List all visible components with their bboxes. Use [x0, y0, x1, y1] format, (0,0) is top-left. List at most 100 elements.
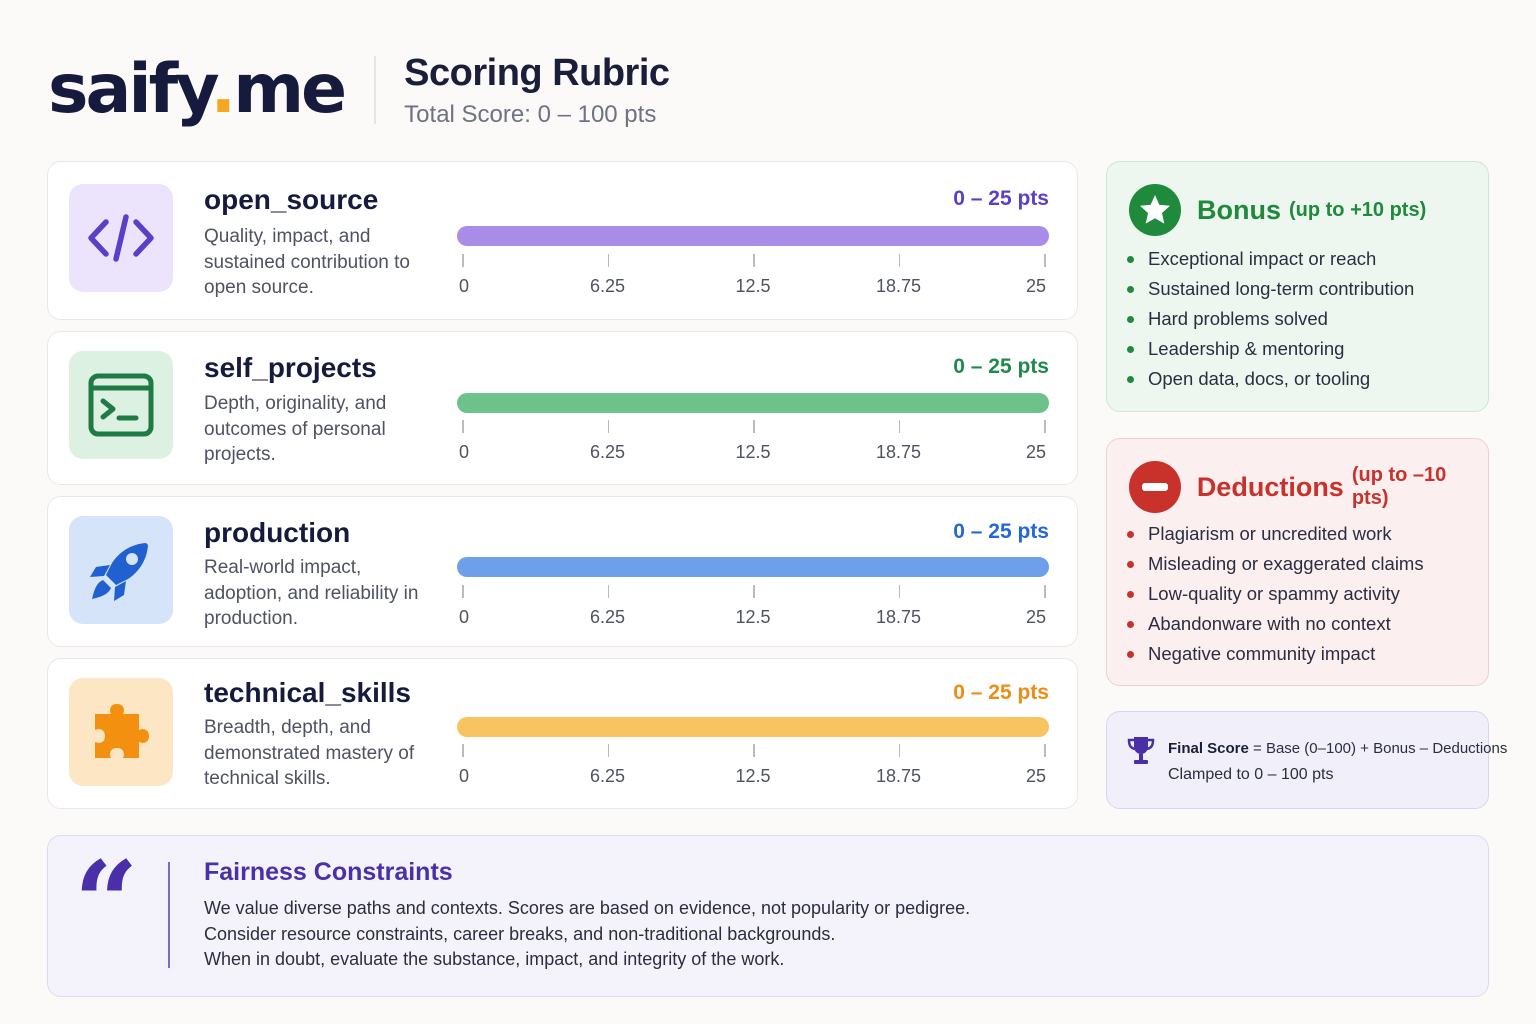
range-label: 0 – 25 pts [953, 681, 1049, 704]
final-score-panel: Final Score = Base (0–100) + Bonus – Ded… [1106, 711, 1507, 809]
category-card-self-projects: self_projects Depth, originality, and ou… [47, 331, 1078, 485]
list-item: Open data, docs, or tooling [1127, 364, 1414, 394]
fairness-line: Consider resource constraints, career br… [204, 923, 836, 944]
list-item-label: Plagiarism or uncredited work [1148, 523, 1392, 544]
axis-tick [753, 744, 755, 757]
bar-axis: 0 6.25 12.5 18.75 25 [457, 585, 1049, 635]
axis-tick-label: 18.75 [875, 276, 922, 296]
list-item: Plagiarism or uncredited work [1127, 519, 1424, 549]
axis-tick [462, 420, 464, 433]
bullet [1127, 255, 1134, 263]
axis-tick [1044, 744, 1046, 757]
range-label: 0 – 25 pts [953, 187, 1049, 210]
fairness-section: “ Fairness Constraints We value diverse … [47, 835, 1489, 997]
axis-tick-label: 6.25 [589, 607, 626, 627]
category-description: Breadth, depth, and demonstrated mastery… [204, 717, 415, 789]
list-item: Sustained long-term contribution [1127, 274, 1414, 304]
star-icon [1129, 184, 1181, 236]
bullet [1127, 560, 1134, 568]
axis-tick-label: 25 [1025, 276, 1047, 296]
axis-tick [898, 420, 900, 433]
bullet [1127, 375, 1134, 383]
bullet [1127, 650, 1134, 658]
quote-icon: “ [74, 838, 139, 969]
list-item: Exceptional impact or reach [1127, 244, 1414, 274]
axis-tick-label: 12.5 [735, 766, 771, 786]
terminal-icon [69, 351, 173, 459]
list-item-label: Negative community impact [1148, 643, 1376, 664]
final-score-label: Final Score [1168, 740, 1249, 757]
list-item: Misleading or exaggerated claims [1127, 549, 1424, 579]
page-header: saify.me Scoring Rubric Total Score: 0 –… [48, 40, 670, 140]
bullet [1127, 285, 1134, 293]
bullet [1127, 530, 1134, 538]
deductions-panel: Deductions (up to –10 pts) Plagiarism or… [1106, 438, 1489, 686]
axis-tick-label: 0 [458, 766, 470, 786]
trophy-icon [1125, 734, 1157, 771]
axis-tick [462, 585, 464, 598]
page-title: Scoring Rubric [404, 51, 670, 94]
axis-tick-label: 12.5 [735, 276, 771, 296]
axis-tick [1044, 585, 1046, 598]
bar-axis: 0 6.25 12.5 18.75 25 [457, 744, 1049, 794]
bullet [1127, 620, 1134, 628]
list-item: Leadership & mentoring [1127, 334, 1414, 364]
category-card-open-source: open_source Quality, impact, and sustain… [47, 161, 1078, 320]
axis-tick-label: 12.5 [735, 607, 771, 627]
axis-tick-label: 6.25 [589, 442, 626, 462]
bonus-title: Bonus [1197, 194, 1281, 225]
final-score-clamp: Clamped to 0 – 100 pts [1168, 766, 1334, 783]
axis-tick [1044, 420, 1046, 433]
list-item: Hard problems solved [1127, 304, 1414, 334]
category-description: Depth, originality, and outcomes of pers… [204, 393, 387, 465]
page-subtitle: Total Score: 0 – 100 pts [404, 100, 657, 128]
axis-tick [898, 744, 900, 757]
axis-tick-label: 0 [458, 276, 470, 296]
bar-axis: 0 6.25 12.5 18.75 25 [457, 254, 1049, 304]
axis-tick [1044, 254, 1046, 267]
axis-tick-label: 18.75 [875, 607, 922, 627]
axis-tick-label: 25 [1025, 442, 1047, 462]
category-name: production [204, 517, 351, 548]
fairness-lines: We value diverse paths and contexts. Sco… [204, 896, 970, 973]
final-score-text: Final Score = Base (0–100) + Bonus – Ded… [1168, 736, 1507, 788]
category-name: self_projects [204, 352, 377, 383]
axis-tick-label: 6.25 [589, 276, 626, 296]
logo: saify.me [48, 50, 347, 129]
bullet [1127, 345, 1134, 353]
deductions-header: Deductions (up to –10 pts) [1129, 461, 1488, 513]
bonus-list: Exceptional impact or reach Sustained lon… [1127, 244, 1414, 394]
category-name: open_source [204, 184, 379, 215]
axis-tick [462, 744, 464, 757]
puzzle-icon [69, 678, 173, 786]
category-description: Quality, impact, and sustained contribut… [204, 226, 410, 298]
axis-tick [753, 585, 755, 598]
fairness-line: When in doubt, evaluate the substance, i… [204, 949, 785, 969]
axis-tick [607, 254, 609, 267]
bullet [1127, 315, 1134, 323]
deductions-title: Deductions [1196, 471, 1344, 502]
axis-tick-label: 25 [1025, 766, 1047, 786]
list-item: Negative community impact [1127, 639, 1424, 669]
rocket-icon [69, 516, 173, 624]
list-item-label: Sustained long-term contribution [1148, 278, 1415, 299]
score-bar [457, 226, 1049, 246]
score-bar [457, 717, 1049, 737]
axis-tick [753, 420, 755, 433]
list-item-label: Open data, docs, or tooling [1148, 368, 1371, 389]
axis-tick-label: 18.75 [875, 442, 922, 462]
deductions-note: (up to –10 pts) [1351, 464, 1447, 509]
category-card-production: production Real-world impact, adoption, … [47, 496, 1078, 647]
deductions-list: Plagiarism or uncredited work Misleading … [1127, 519, 1424, 669]
fairness-line: We value diverse paths and contexts. Sco… [204, 898, 971, 918]
list-item-label: Hard problems solved [1148, 308, 1328, 329]
axis-tick [462, 254, 464, 267]
score-bar [457, 393, 1049, 413]
list-item-label: Leadership & mentoring [1148, 338, 1345, 359]
list-item-label: Low-quality or spammy activity [1148, 583, 1400, 604]
axis-tick-label: 25 [1025, 607, 1047, 627]
fairness-title: Fairness Constraints [204, 858, 453, 886]
bonus-panel: Bonus (up to +10 pts) Exceptional impact… [1106, 161, 1489, 412]
list-item-label: Exceptional impact or reach [1148, 248, 1377, 269]
final-score-formula: = Base (0–100) + Bonus – Deductions [1248, 740, 1508, 757]
